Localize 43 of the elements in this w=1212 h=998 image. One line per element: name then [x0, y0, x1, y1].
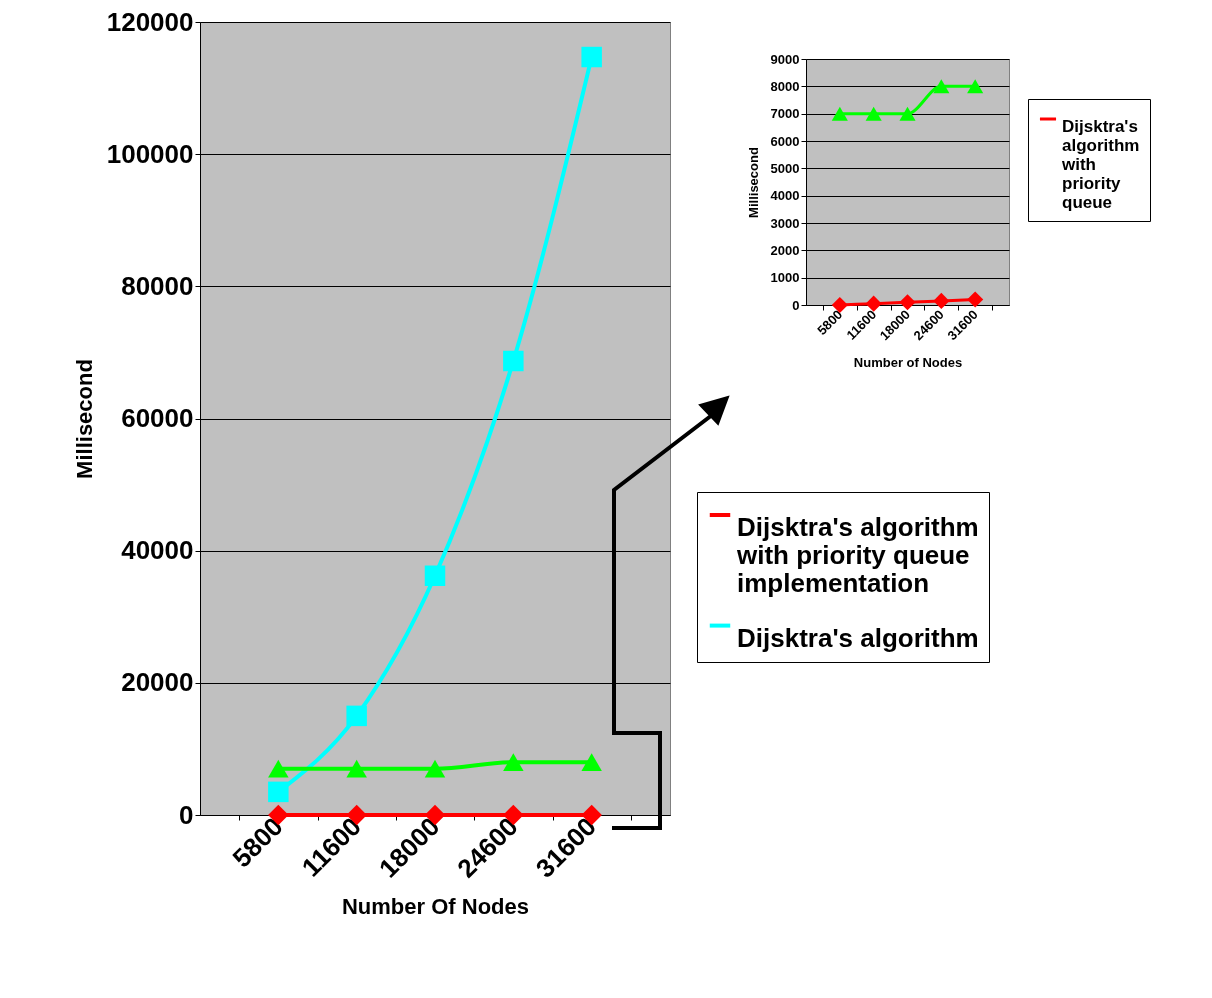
point	[346, 759, 367, 778]
y-tick-label: 0	[179, 799, 194, 830]
point	[865, 106, 882, 121]
point	[831, 106, 848, 121]
y-tick-label: 40000	[121, 535, 194, 566]
y-tick-label: 100000	[106, 138, 194, 169]
point	[967, 79, 984, 94]
legend-label: Dijsktra's algorithm	[737, 622, 979, 653]
point	[933, 292, 950, 309]
y-tick-label: 3000	[770, 215, 800, 231]
y-axis-title: Millisecond	[71, 359, 97, 479]
y-tick-label: 2000	[770, 242, 800, 258]
legend-label: Dijsktra's algorithm with priority queue	[1061, 117, 1140, 212]
y-tick-label: 20000	[121, 667, 194, 698]
point	[503, 753, 524, 772]
y-tick-label: 1000	[770, 270, 800, 286]
point	[933, 79, 950, 94]
point	[967, 291, 984, 308]
y-tick-label: 60000	[121, 403, 194, 433]
point	[268, 781, 289, 803]
y-tick-label: 6000	[770, 133, 800, 149]
point	[865, 295, 882, 312]
point	[581, 753, 602, 772]
y-tick-label: 4000	[770, 188, 800, 204]
point	[424, 565, 446, 587]
point	[268, 759, 289, 778]
point	[424, 759, 446, 778]
y-tick-label: 7000	[770, 106, 800, 122]
y-tick-label: 5000	[770, 160, 800, 176]
y-axis-title: Millisecond	[745, 147, 761, 218]
point	[503, 350, 524, 372]
point	[581, 46, 602, 68]
point	[346, 705, 367, 727]
y-tick-label: 0	[792, 297, 800, 313]
x-axis-title: Number of Nodes	[853, 355, 963, 371]
legend-label: Dijsktra's algorithm with priority queue implementation	[736, 512, 979, 598]
y-tick-label: 8000	[770, 78, 800, 94]
x-axis-title: Number Of Nodes	[341, 893, 530, 919]
point	[899, 106, 916, 121]
y-tick-label: 80000	[121, 270, 194, 301]
y-tick-label: 120000	[106, 6, 194, 37]
y-tick-label: 9000	[770, 51, 800, 67]
point	[899, 294, 916, 311]
